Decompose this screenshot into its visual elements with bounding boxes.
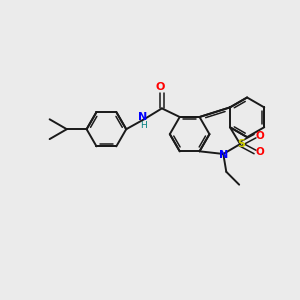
Text: S: S <box>237 139 245 149</box>
Text: O: O <box>155 82 165 92</box>
Text: N: N <box>138 112 148 122</box>
Text: N: N <box>219 150 228 160</box>
Text: H: H <box>140 121 146 130</box>
Text: O: O <box>256 131 264 141</box>
Text: O: O <box>256 147 264 157</box>
